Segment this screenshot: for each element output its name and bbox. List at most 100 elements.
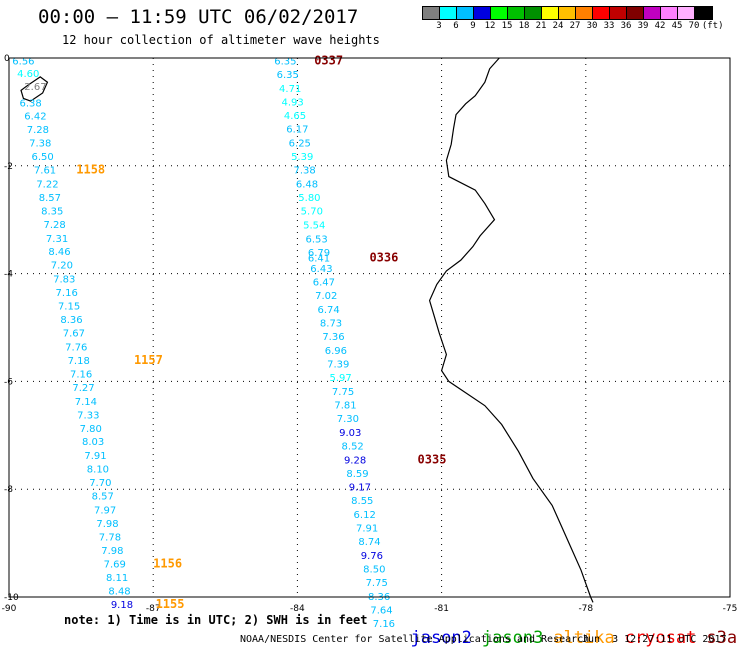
- swh-value: 6.17: [286, 125, 308, 136]
- swh-value: 7.83: [53, 274, 75, 285]
- swh-value: 8.11: [106, 573, 128, 584]
- swh-value: 7.30: [337, 414, 359, 425]
- swh-value: 7.33: [77, 410, 99, 421]
- colorbar-swatch: [440, 7, 457, 19]
- swh-value: 9.28: [344, 456, 366, 467]
- swh-value: 2.67: [24, 82, 46, 93]
- colorbar-swatch: [491, 7, 508, 19]
- swh-value: 6.12: [354, 510, 376, 521]
- swh-value: 7.02: [315, 291, 337, 302]
- colorbar-label: 42: [654, 21, 666, 31]
- x-tick-label: -81: [434, 604, 449, 614]
- swh-value: 6.38: [19, 99, 41, 110]
- colorbar-swatch: [593, 7, 610, 19]
- colorbar-swatch: [559, 7, 576, 19]
- swh-value: 6.79: [308, 248, 330, 259]
- swh-value: 7.69: [104, 560, 126, 571]
- swh-value: 8.46: [48, 247, 70, 258]
- swh-value: 7.38: [29, 139, 51, 150]
- swh-value: 6.50: [32, 152, 54, 163]
- swh-value: 7.98: [96, 519, 118, 530]
- map-subtitle: 12 hour collection of altimeter wave hei…: [62, 33, 380, 47]
- swh-value: 9.03: [339, 428, 361, 439]
- swh-value: 7.22: [36, 180, 58, 191]
- credit-line: NOAA/NESDIS Center for Satellite Applica…: [240, 634, 590, 645]
- colorbar-label: 9: [470, 21, 476, 31]
- legend-cryosat: cryosat: [624, 628, 697, 648]
- map-frame: [8, 57, 731, 598]
- swh-value: 8.55: [351, 496, 373, 507]
- colorbar-label: 18: [518, 21, 530, 31]
- swh-value: 7.28: [44, 220, 66, 231]
- colorbar-label: 15: [501, 21, 513, 31]
- colorbar-label: 6: [453, 21, 459, 31]
- swh-value: 5.80: [298, 193, 320, 204]
- swh-value: 6.74: [318, 305, 340, 316]
- swh-value: 7.97: [94, 506, 116, 517]
- swh-value: 7.16: [56, 288, 78, 299]
- swh-value: 8.59: [346, 469, 368, 480]
- swh-value: 5.97: [330, 373, 352, 384]
- colorbar-label: 24: [552, 21, 564, 31]
- swh-value: 7.91: [84, 451, 106, 462]
- swh-value: 7.39: [327, 360, 349, 371]
- colorbar-swatch: [610, 7, 627, 19]
- track-time-label: 0337: [314, 54, 343, 68]
- track-points: 6.564.60 2.67 6.38 6.42 7.28 7.38 6.50 7.61 7.22…: [12, 57, 395, 630]
- swh-value: 8.35: [41, 207, 63, 218]
- swh-value: 7.78: [99, 533, 121, 544]
- swh-value: 8.52: [342, 442, 364, 453]
- swh-value: 7.18: [68, 356, 90, 367]
- map-title: 00:00 – 11:59 UTC 06/02/2017: [38, 6, 359, 28]
- colorbar-label: 45: [671, 21, 683, 31]
- swh-value: 6.56: [12, 57, 34, 68]
- swh-value: 7.16: [70, 369, 92, 380]
- swh-value: 7.75: [332, 387, 354, 398]
- colorbar-swatch: [627, 7, 644, 19]
- colorbar-swatch: [576, 7, 593, 19]
- x-tick-label: -87: [146, 604, 161, 614]
- colorbar-label: (ft): [701, 21, 724, 31]
- legend-jason2: jason2: [410, 628, 472, 648]
- swh-value: 6.43: [310, 264, 332, 275]
- colorbar-label: 39: [637, 21, 649, 31]
- swh-value: 7.28: [27, 125, 49, 136]
- swh-value: 7.70: [89, 478, 111, 489]
- x-tick-label: -84: [290, 604, 305, 614]
- colorbar-swatch: [508, 7, 525, 19]
- x-tick-label: -75: [723, 604, 738, 614]
- colorbar-label: 21: [535, 21, 547, 31]
- swh-value: 5.39: [291, 152, 313, 163]
- colorbar-label: 3: [436, 21, 442, 31]
- swh-value: 7.98: [101, 546, 123, 557]
- swh-value: 4.71: [279, 84, 301, 95]
- swh-value: 7.31: [46, 234, 68, 245]
- swh-value: 5.54: [303, 221, 325, 232]
- legend-jason3: jason3: [481, 628, 544, 648]
- y-tick-label: -10: [4, 593, 19, 603]
- x-tick-label: -78: [578, 604, 593, 614]
- track-time-label: 0336: [369, 250, 398, 264]
- colorbar-label: 33: [603, 21, 615, 31]
- wave-height-colorbar: 3 6 9 12 15 18 21 24 27 30 33 36 39 42 45 70 (ft): [422, 6, 724, 32]
- swh-value: 6.42: [24, 112, 46, 123]
- swh-value: 6.96: [325, 346, 347, 357]
- colorbar-label: 27: [569, 21, 581, 31]
- colorbar-swatch: [542, 7, 559, 19]
- track-time-label: 1157: [134, 353, 163, 367]
- legend-altika: altika: [553, 628, 615, 648]
- swh-value: 6.35: [277, 70, 299, 81]
- colorbar-swatch: [525, 7, 542, 19]
- swh-value: 7.20: [51, 260, 73, 271]
- swh-value: 8.03: [82, 437, 104, 448]
- colorbar-swatch: [474, 7, 491, 19]
- swh-value: 6.53: [305, 235, 327, 246]
- swh-value: 8.57: [39, 193, 61, 204]
- legend-s3a: s3a: [706, 628, 738, 648]
- swh-value: 6.25: [289, 139, 311, 150]
- swh-value: 7.67: [63, 328, 85, 339]
- satellite-legend: jason2 jason3 altika cryosat s3a: [390, 608, 740, 648]
- swh-value: 7.75: [366, 578, 388, 589]
- generated-timestamp: Jun 3 12:27:11 UTC 2017: [582, 634, 727, 645]
